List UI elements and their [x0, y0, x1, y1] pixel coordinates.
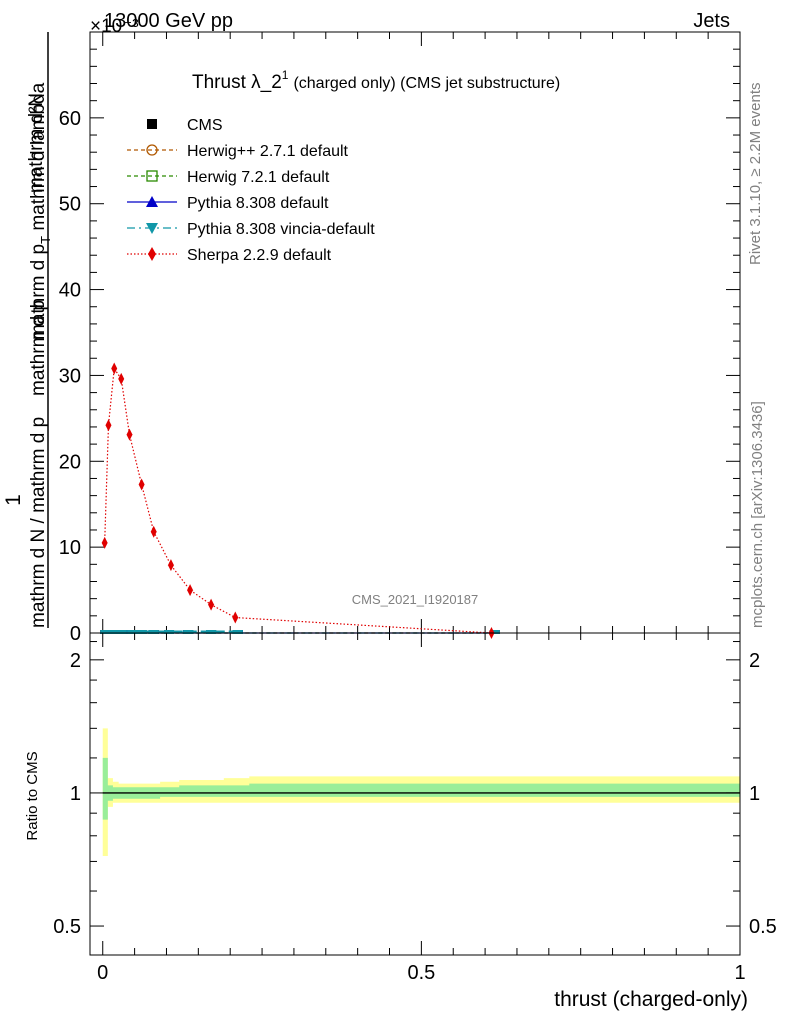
ratio-y-label: Ratio to CMS [24, 751, 41, 840]
legend: CMS Herwig++ 2.7.1 default Herwig 7.2.1 de… [127, 117, 375, 264]
data-point-5 [118, 372, 125, 385]
data-point-5 [101, 536, 108, 549]
y-label-denominator-a: mathrm d N / mathrm d p [28, 417, 49, 628]
legend-marker-4 [146, 223, 158, 234]
main-y-tick-label: 60 [59, 108, 81, 130]
x-tick-label: 1 [734, 962, 745, 984]
main-y-tick-label: 40 [59, 280, 81, 302]
ratio-y-tick-label: 0.5 [53, 916, 81, 938]
data-point-4 [136, 630, 147, 634]
data-point-5 [232, 611, 239, 624]
main-y-tick-label: 30 [59, 365, 81, 387]
legend-marker-0 [147, 119, 157, 129]
main-y-tick-label: 20 [59, 451, 81, 473]
legend-marker-5 [148, 247, 156, 261]
data-point-5 [187, 584, 194, 597]
data-point-4 [164, 630, 175, 634]
data-point-5 [167, 559, 174, 572]
legend-label-1: Herwig++ 2.7.1 default [187, 143, 349, 160]
collision-label: 13000 GeV pp [104, 10, 233, 32]
x-tick-label: 0.5 [407, 962, 435, 984]
data-point-5 [105, 419, 112, 432]
legend-label-2: Herwig 7.2.1 default [187, 169, 330, 186]
y-label-denominator-c: mathrm d pT mathrm d lambda [28, 82, 53, 340]
legend-marker-1 [146, 144, 158, 156]
ratio-y-tick-label: 1 [70, 783, 81, 805]
data-point-5 [138, 478, 145, 491]
legend-marker-2 [146, 170, 158, 182]
ratio-plot-area: 0 0.5 1 0.5 0.5 1 1 2 2 [53, 632, 777, 984]
mcplots-label: mcplots.cern.ch [arXiv:1306.3436] [749, 401, 766, 628]
legend-label-0: CMS [187, 117, 223, 134]
analysis-watermark: CMS_2021_I1920187 [352, 592, 479, 607]
series-line-5 [104, 366, 492, 634]
y-label-denominator-b: mathrm d p [28, 300, 49, 396]
data-point-5 [208, 598, 215, 611]
main-plot-area: 0 10 20 30 40 50 60 [59, 31, 741, 645]
ratio-y-tick-label: 2 [70, 650, 81, 672]
ratio-band-stat [102, 757, 740, 820]
jets-label: Jets [693, 10, 730, 32]
legend-marker-3 [146, 196, 158, 207]
x-tick-label: 0 [97, 962, 108, 984]
data-point-4 [107, 630, 118, 634]
rivet-label: Rivet 3.1.10, ≥ 2.2M events [747, 83, 764, 266]
plot-title: Thrust λ_21 (charged only) (CMS jet subst… [192, 68, 560, 93]
y-label-numerator: mathrm d²N [26, 93, 47, 193]
ratio-frame [89, 632, 741, 956]
ratio-y-tick-label-right: 2 [749, 650, 760, 672]
main-y-tick-label: 10 [59, 537, 81, 559]
ratio-y-tick-label-right: 1 [749, 783, 760, 805]
data-point-5 [150, 525, 157, 538]
data-point-4 [206, 630, 217, 634]
y-label-one: 1 [2, 494, 25, 506]
x-axis-label: thrust (charged-only) [554, 988, 748, 1011]
legend-label-5: Sherpa 2.2.9 default [187, 247, 332, 264]
data-point-5 [126, 428, 133, 441]
legend-label-3: Pythia 8.308 default [187, 195, 329, 212]
data-point-4 [489, 630, 500, 634]
main-y-tick-label: 50 [59, 194, 81, 216]
ratio-y-tick-label-right: 0.5 [749, 916, 777, 938]
y-axis-label: 1 mathrm d²N mathrm d N / mathrm d p mat… [2, 32, 53, 628]
data-point-5 [111, 362, 118, 375]
legend-label-4: Pythia 8.308 vincia-default [187, 221, 375, 238]
main-y-tick-label: 0 [70, 623, 81, 645]
